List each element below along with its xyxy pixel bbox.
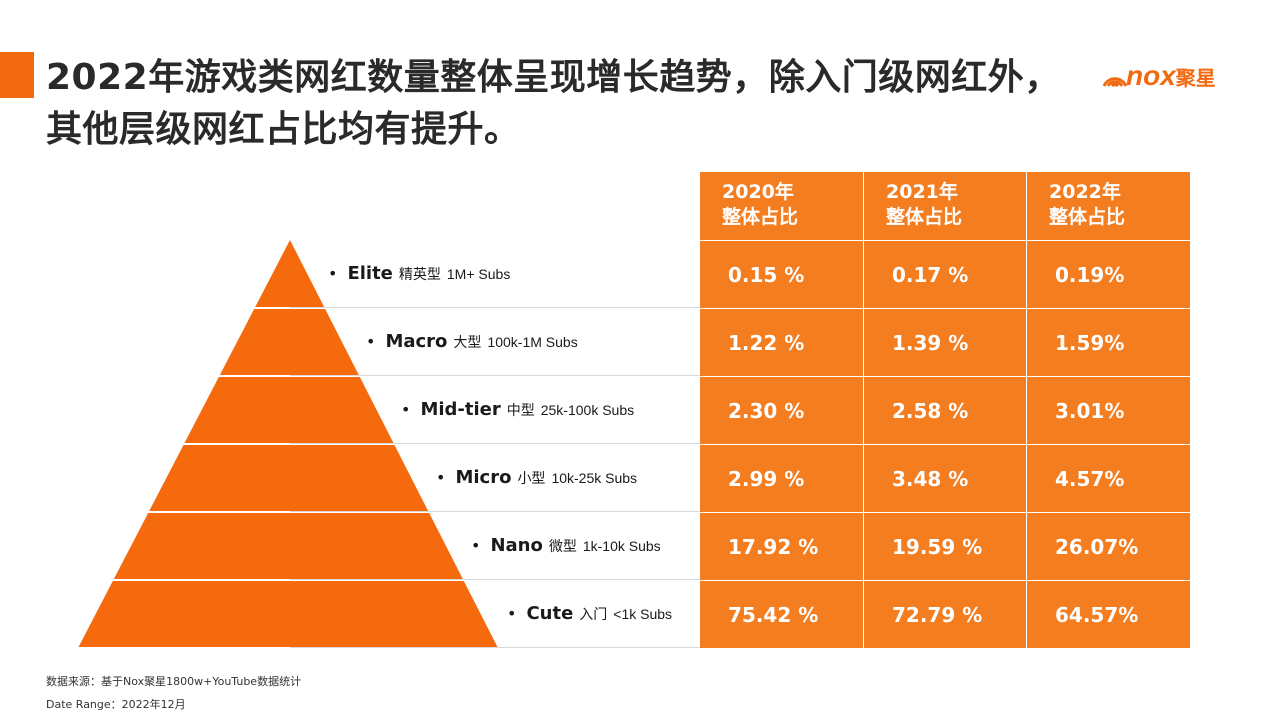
header-label: 整体占比 [1049, 206, 1126, 228]
nox-logo-icon [1102, 77, 1128, 88]
cell-micro-2022: 4.57% [1027, 445, 1190, 512]
tier-range: <1k Subs [613, 605, 673, 622]
cell-macro-2021: 1.39 % [864, 309, 1026, 376]
table-header-2022: 2022年 整体占比 [1027, 172, 1190, 240]
tier-name: Elite [347, 263, 393, 284]
tier-range: 1M+ Subs [446, 265, 511, 282]
tier-cn: 大型 [453, 334, 482, 351]
cell-elite-2022: 0.19% [1027, 241, 1190, 308]
tier-range: 1k-10k Subs [582, 537, 661, 554]
cell-macro-2020: 1.22 % [700, 309, 863, 376]
influencer-pyramid [78, 240, 498, 647]
cell-cute-2020: 75.42 % [700, 581, 863, 648]
footnote-date-range: Date Range：2022年12月 [46, 698, 186, 711]
tier-row-micro: • Micro 小型 10k-25k Subs [290, 444, 700, 512]
tier-name: Macro [385, 331, 448, 352]
cell-macro-2022: 1.59% [1027, 309, 1190, 376]
tier-row-nano: • Nano 微型 1k-10k Subs [290, 512, 700, 580]
cell-cute-2021: 72.79 % [864, 581, 1026, 648]
cell-mid-tier-2021: 2.58 % [864, 377, 1026, 444]
nox-logo-text: nox聚星 [1126, 60, 1216, 95]
cell-micro-2021: 3.48 % [864, 445, 1026, 512]
bullet-icon: • [328, 264, 338, 283]
cell-elite-2021: 0.17 % [864, 241, 1026, 308]
cell-cute-2022: 64.57% [1027, 581, 1190, 648]
tier-cn: 入门 [579, 606, 608, 623]
tier-name: Mid-tier [420, 399, 501, 420]
tier-range: 25k-100k Subs [540, 401, 635, 418]
tier-name: Micro [455, 467, 512, 488]
tier-range: 10k-25k Subs [551, 469, 638, 486]
pyramid-band-cute [78, 581, 498, 647]
logo-cn: 聚星 [1175, 68, 1216, 90]
nox-logo: nox聚星 [1100, 56, 1250, 96]
tier-row-elite: • Elite 精英型 1M+ Subs [290, 240, 700, 308]
footnote-source: 数据来源：基于Nox聚星1800w+YouTube数据统计 [46, 675, 302, 688]
header-label: 整体占比 [886, 206, 963, 228]
cell-elite-2020: 0.15 % [700, 241, 863, 308]
bullet-icon: • [366, 332, 376, 351]
page-title: 2022年游戏类网红数量整体呈现增长趋势，除入门级网红外，其他层级网红占比均有提… [46, 57, 1061, 150]
tier-cn: 微型 [548, 538, 577, 555]
table-header-2021: 2021年 整体占比 [864, 172, 1026, 240]
header-year: 2021年 [886, 181, 958, 203]
cell-mid-tier-2022: 3.01% [1027, 377, 1190, 444]
title-accent-bar [0, 52, 34, 98]
tier-cn: 中型 [506, 402, 535, 419]
bullet-icon: • [436, 468, 446, 487]
tier-cn: 小型 [517, 470, 546, 487]
bullet-icon: • [507, 604, 517, 623]
tier-row-mid-tier: • Mid-tier 中型 25k-100k Subs [290, 376, 700, 444]
tier-range: 100k-1M Subs [487, 333, 578, 350]
cell-nano-2020: 17.92 % [700, 513, 863, 580]
bullet-icon: • [401, 400, 411, 419]
pyramid-band-macro [219, 309, 359, 375]
tier-name: Cute [526, 603, 574, 624]
bullet-icon: • [471, 536, 481, 555]
pyramid-band-elite [255, 240, 325, 307]
tier-cn: 精英型 [398, 266, 441, 283]
cell-nano-2021: 19.59 % [864, 513, 1026, 580]
header-label: 整体占比 [722, 206, 799, 228]
cell-mid-tier-2020: 2.30 % [700, 377, 863, 444]
cell-nano-2022: 26.07% [1027, 513, 1190, 580]
cell-micro-2020: 2.99 % [700, 445, 863, 512]
header-year: 2020年 [722, 181, 794, 203]
pyramid-band-micro [149, 445, 429, 511]
tier-name: Nano [490, 535, 543, 556]
pyramid-band-nano [113, 513, 463, 579]
pyramid-band-mid-tier [184, 377, 394, 443]
logo-wordmark: nox [1126, 60, 1176, 91]
header-year: 2022年 [1049, 181, 1121, 203]
tier-row-macro: • Macro 大型 100k-1M Subs [290, 308, 700, 376]
tier-row-cute: • Cute 入门 <1k Subs [290, 580, 700, 648]
table-header-2020: 2020年 整体占比 [700, 172, 863, 240]
